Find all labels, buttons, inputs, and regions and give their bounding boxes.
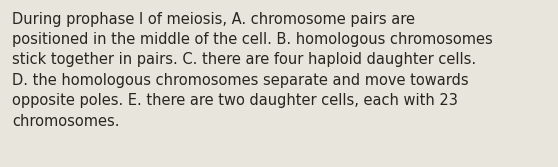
Text: During prophase I of meiosis, A. chromosome pairs are
positioned in the middle o: During prophase I of meiosis, A. chromos…	[12, 12, 493, 129]
